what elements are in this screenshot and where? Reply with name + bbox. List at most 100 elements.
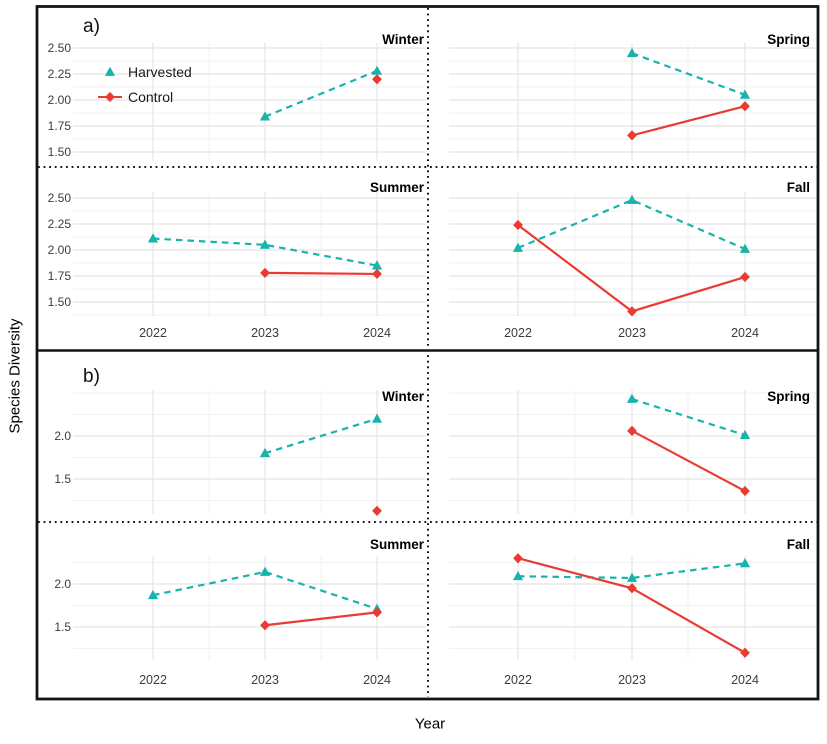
- facet-b-fall: [512, 553, 751, 658]
- control-point: [740, 647, 750, 658]
- control-point: [372, 505, 382, 516]
- facet-title-summer: Summer: [370, 537, 425, 552]
- y-axis-title: Species Diversity: [6, 318, 24, 434]
- y-tick-label: 1.5: [54, 472, 71, 486]
- facet-b-winter: [259, 413, 383, 516]
- facet-a-fall: [512, 194, 751, 317]
- harvested-line: [517, 562, 746, 580]
- facet-title-winter: Winter: [382, 389, 425, 404]
- harvested-point: [626, 47, 638, 58]
- control-point: [627, 130, 637, 141]
- facet-b-summer: [147, 566, 383, 631]
- harvested-point: [512, 570, 524, 581]
- facet-b-spring: [626, 393, 751, 497]
- x-tick-label: 2023: [618, 326, 646, 340]
- y-tick-label: 2.25: [48, 217, 72, 231]
- control-line: [631, 105, 746, 137]
- harvested-point: [371, 65, 383, 75]
- y-tick-label: 2.0: [54, 577, 71, 591]
- harvested-point: [371, 413, 383, 423]
- y-tick-label: 2.0: [54, 429, 71, 443]
- harvested-line: [152, 570, 378, 610]
- control-point: [260, 267, 270, 279]
- harvested-line: [152, 237, 378, 267]
- harvested-point: [259, 239, 271, 249]
- x-tick-label: 2024: [731, 326, 759, 340]
- panel-label: b): [83, 366, 100, 387]
- facet-title-fall: Fall: [787, 537, 810, 552]
- legend-item-control: Control: [98, 89, 173, 105]
- x-tick-label: 2023: [251, 673, 279, 687]
- harvested-point: [259, 566, 271, 576]
- control-line: [264, 611, 378, 627]
- harvested-point: [626, 393, 638, 403]
- harvested-point: [739, 89, 751, 99]
- harvested-line: [631, 397, 746, 437]
- control-point: [513, 219, 523, 231]
- control-point: [372, 607, 382, 618]
- y-tick-label: 1.75: [48, 119, 72, 133]
- x-tick-label: 2022: [504, 673, 532, 687]
- legend-label: Control: [128, 89, 173, 105]
- control-point: [740, 485, 750, 497]
- x-tick-label: 2022: [504, 326, 532, 340]
- harvested-point: [259, 447, 271, 458]
- facet-a-spring: [626, 47, 751, 141]
- legend-key-diamond-icon: [105, 91, 115, 103]
- control-point: [260, 620, 270, 631]
- facet-a-winter: [259, 65, 383, 121]
- x-tick-label: 2024: [363, 326, 391, 340]
- y-tick-label: 1.50: [48, 145, 72, 159]
- facet-a-summer: [147, 233, 383, 280]
- harvested-point: [371, 260, 383, 270]
- control-line: [631, 429, 746, 493]
- x-tick-label: 2024: [363, 673, 391, 687]
- harvested-line: [264, 417, 378, 455]
- outer-border: [35, 5, 820, 701]
- y-tick-label: 2.00: [48, 93, 72, 107]
- harvested-line: [631, 52, 746, 96]
- y-tick-label: 2.50: [48, 191, 72, 205]
- facet-dividers: [38, 8, 817, 697]
- panel-label: a): [83, 16, 100, 37]
- legend-label: Harvested: [128, 64, 192, 80]
- facet-title-spring: Spring: [767, 389, 810, 404]
- harvested-point: [739, 243, 751, 253]
- facet-title-spring: Spring: [767, 32, 810, 47]
- control-point: [740, 271, 750, 283]
- control-point: [372, 268, 382, 280]
- y-tick-label: 1.50: [48, 295, 72, 309]
- harvested-point: [259, 111, 271, 121]
- control-line: [264, 271, 378, 276]
- harvested-point: [147, 589, 159, 600]
- harvested-point: [147, 233, 159, 243]
- y-tick-label: 2.00: [48, 243, 72, 257]
- facet-title-winter: Winter: [382, 32, 425, 47]
- x-tick-label: 2022: [139, 326, 167, 340]
- control-point: [627, 425, 637, 436]
- legend-key-triangle-icon: [104, 66, 116, 76]
- control-point: [740, 101, 750, 112]
- facet-titles: Winter Spring Summer Fall a) Winter Spring Summ…: [83, 16, 810, 552]
- control-point: [627, 583, 637, 594]
- control-point: [513, 553, 523, 564]
- axis-tick-labels: 2.50 2.25 2.00 1.75 1.50 2.50 2.25 2.00 1.75 1.50…: [48, 41, 759, 687]
- legend: Harvested Control: [98, 64, 192, 105]
- harvested-point: [626, 572, 638, 582]
- x-tick-label: 2023: [618, 673, 646, 687]
- facet-title-summer: Summer: [370, 180, 425, 195]
- x-axis-title: Year: [414, 715, 446, 733]
- harvested-point: [512, 242, 524, 252]
- harvested-point: [739, 558, 751, 568]
- harvested-point: [626, 194, 638, 204]
- y-tick-label: 1.5: [54, 620, 71, 634]
- y-tick-label: 2.50: [48, 41, 72, 55]
- control-point: [372, 74, 382, 85]
- legend-item-harvested: Harvested: [104, 64, 192, 80]
- control-point: [627, 306, 637, 317]
- y-tick-label: 1.75: [48, 269, 72, 283]
- x-tick-label: 2023: [251, 326, 279, 340]
- x-tick-label: 2022: [139, 673, 167, 687]
